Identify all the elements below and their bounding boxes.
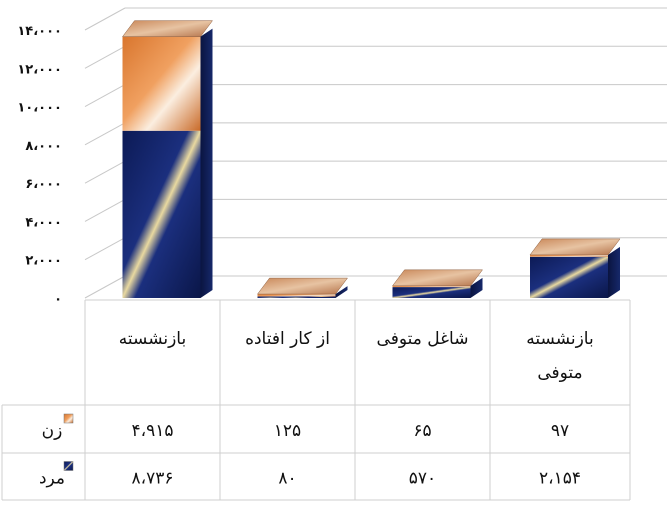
bar-stack [122, 20, 213, 299]
bar-women [122, 36, 201, 131]
table-cell: ۲،۱۵۴ [539, 469, 581, 489]
bar-side [470, 277, 483, 298]
table-cell: ۸،۷۳۶ [131, 469, 173, 489]
table-cell: ۶۵ [413, 421, 431, 441]
table-cell: ۵۷۰ [409, 469, 436, 489]
legend-swatch [63, 413, 74, 424]
gridline-diag [84, 275, 126, 299]
bar-women [530, 254, 608, 257]
bar-top [529, 238, 621, 256]
y-tick-label: ۰ [54, 292, 62, 307]
bar-stack [392, 269, 483, 298]
bar-top [122, 20, 213, 37]
table-cell: ۹۷ [551, 421, 569, 441]
gridline-diag [84, 198, 126, 222]
table-cell: ۴،۹۱۵ [131, 421, 173, 441]
category-label: شاغل متوفی [377, 329, 469, 349]
gridline-diag [84, 122, 126, 146]
table-cell: ۸۰ [278, 469, 296, 489]
category-label: بازنشسته [526, 329, 593, 349]
bar-women [392, 285, 471, 288]
bar-men [392, 287, 471, 298]
legend-label: مرد [39, 469, 65, 489]
gridline-diag [84, 45, 126, 69]
category-label: بازنشسته [119, 329, 186, 349]
bar-stack [257, 277, 348, 298]
bar-side [608, 246, 620, 298]
y-tick-label: ۱۰،۰۰۰ [17, 101, 62, 116]
table-cell: ۱۲۵ [274, 421, 301, 441]
legend-label: زن [42, 421, 63, 441]
bar-men [122, 130, 201, 298]
bar-women [257, 294, 336, 297]
gridline-diag [84, 7, 126, 31]
y-tick-label: ۶،۰۰۰ [25, 177, 62, 192]
category-label: متوفی [537, 363, 582, 383]
legend-swatch [63, 461, 74, 471]
category-label: از کار افتاده [245, 329, 330, 349]
gridline-diag [84, 84, 126, 108]
y-tick-label: ۱۲،۰۰۰ [17, 62, 62, 77]
bar-top [257, 277, 348, 295]
bar-side [335, 286, 348, 298]
gridlines: ۰ ۲،۰۰۰ ۴،۰۰۰ ۶،۰۰۰ ۸،۰۰۰ ۱۰،۰۰۰ ۱۲،۰۰۰ ۱۴،۰۰۰ [17, 7, 667, 307]
bar-men [257, 296, 336, 298]
gridline-diag [84, 160, 126, 184]
bar-top [392, 269, 483, 287]
y-tick-label: ۱۴،۰۰۰ [17, 24, 62, 39]
bar-men [530, 256, 608, 298]
y-tick-label: ۴،۰۰۰ [25, 215, 62, 230]
y-tick-label: ۲،۰۰۰ [25, 254, 62, 269]
bar-stack [529, 238, 621, 298]
y-tick-label: ۸،۰۰۰ [25, 139, 62, 154]
gridline-diag [84, 237, 126, 261]
bar-side [200, 28, 213, 299]
